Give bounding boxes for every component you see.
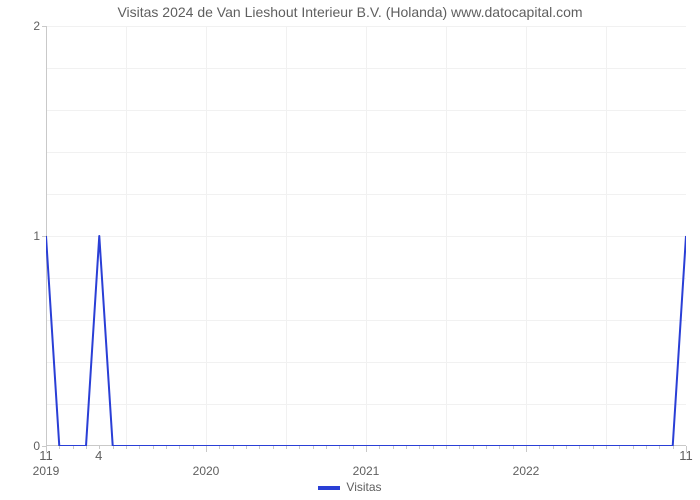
xtick-minor — [499, 446, 500, 449]
xtick-minor — [206, 446, 207, 452]
ytick-label: 2 — [33, 19, 40, 33]
xtick-minor — [353, 446, 354, 449]
xtick-minor — [246, 446, 247, 449]
xtick-minor — [286, 446, 287, 449]
xtick-minor — [473, 446, 474, 449]
series-line — [46, 26, 686, 446]
xtick-minor — [273, 446, 274, 449]
xtick-minor — [566, 446, 567, 449]
xtick-label: 2022 — [513, 464, 540, 478]
xtick-minor — [126, 446, 127, 449]
xtick-minor — [619, 446, 620, 449]
ytick — [42, 236, 46, 237]
xtick-minor — [219, 446, 220, 449]
xtick-minor — [379, 446, 380, 449]
chart-title: Visitas 2024 de Van Lieshout Interieur B… — [0, 4, 700, 20]
xtick-minor — [233, 446, 234, 449]
xtick-minor — [139, 446, 140, 449]
xtick-minor — [86, 446, 87, 449]
xtick-minor — [593, 446, 594, 449]
xtick-minor — [339, 446, 340, 449]
xtick-label: 2021 — [353, 464, 380, 478]
data-label: 4 — [95, 448, 102, 463]
xtick-minor — [406, 446, 407, 449]
xtick-minor — [659, 446, 660, 449]
series-path — [46, 236, 686, 446]
xtick-minor — [113, 446, 114, 449]
xtick-minor — [59, 446, 60, 449]
xtick-minor — [646, 446, 647, 449]
xtick-minor — [193, 446, 194, 449]
legend-label: Visitas — [346, 480, 381, 494]
xtick-minor — [179, 446, 180, 449]
xtick-minor — [299, 446, 300, 449]
plot-area — [46, 26, 686, 446]
xtick-minor — [526, 446, 527, 452]
xtick-minor — [673, 446, 674, 449]
xtick-minor — [446, 446, 447, 449]
xtick-label: 2019 — [33, 464, 60, 478]
xtick-minor — [579, 446, 580, 449]
xtick-minor — [153, 446, 154, 449]
xtick-minor — [486, 446, 487, 449]
legend: Visitas — [0, 480, 700, 494]
xtick-minor — [259, 446, 260, 449]
data-label: 11 — [39, 448, 53, 463]
xtick-minor — [606, 446, 607, 449]
data-label: 11 — [679, 448, 693, 463]
xtick-minor — [633, 446, 634, 449]
ytick-label: 1 — [33, 229, 40, 243]
xtick-minor — [433, 446, 434, 449]
xtick-minor — [459, 446, 460, 449]
ytick — [42, 26, 46, 27]
xtick-minor — [513, 446, 514, 449]
xtick-minor — [539, 446, 540, 449]
xtick-minor — [366, 446, 367, 452]
xtick-minor — [326, 446, 327, 449]
xtick-minor — [393, 446, 394, 449]
xtick-label: 2020 — [193, 464, 220, 478]
legend-swatch — [318, 486, 340, 490]
xtick-minor — [166, 446, 167, 449]
xtick-minor — [419, 446, 420, 449]
xtick-minor — [73, 446, 74, 449]
xtick-minor — [313, 446, 314, 449]
xtick-minor — [553, 446, 554, 449]
